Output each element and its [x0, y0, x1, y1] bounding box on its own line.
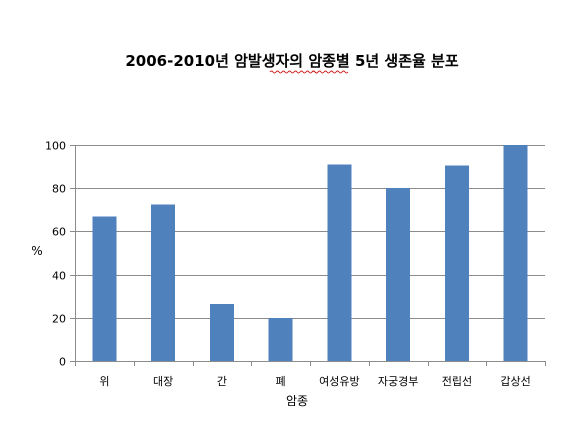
x-tick-label: 여성유방: [319, 375, 359, 388]
y-tick-label: 100: [45, 140, 66, 153]
bar-4: [327, 164, 352, 361]
y-axis-label: %: [31, 244, 42, 258]
x-tick-label: 폐: [276, 375, 286, 388]
bar-2: [209, 303, 234, 361]
y-tick-label: 20: [52, 313, 66, 326]
y-tick-label: 80: [52, 183, 66, 196]
bar-5: [386, 188, 411, 361]
x-tick-label: 자궁경부: [378, 375, 418, 388]
x-tick-label: 갑상선: [500, 375, 530, 388]
bars: [92, 145, 528, 361]
x-tick-label: 위: [99, 375, 109, 388]
gridlines: [70, 145, 545, 362]
x-axis-label: 암종: [286, 394, 308, 408]
bar-6: [444, 165, 469, 361]
chart-title: 2006-2010년 암발생자의 암종별 5년 생존율 분포: [125, 52, 458, 70]
axes: [75, 145, 545, 362]
bar-0: [92, 216, 117, 361]
y-tick-labels: 0 20 40 60 80 100: [45, 140, 66, 369]
y-tick-label: 0: [59, 356, 66, 369]
spellcheck-underline-2: [311, 70, 349, 74]
y-tick-label: 40: [52, 270, 66, 283]
x-tick-labels: 위 대장 간 폐 여성유방 자궁경부 전립선 갑상선: [75, 361, 546, 388]
x-tick-label: 전립선: [442, 375, 472, 388]
bar-3: [268, 317, 293, 361]
spellcheck-underline-1: [269, 70, 319, 74]
x-tick-label: 대장: [153, 375, 173, 388]
bar-7: [503, 145, 528, 361]
bar-1: [151, 204, 176, 361]
x-tick-label: 간: [217, 375, 227, 388]
y-tick-label: 60: [52, 226, 66, 239]
